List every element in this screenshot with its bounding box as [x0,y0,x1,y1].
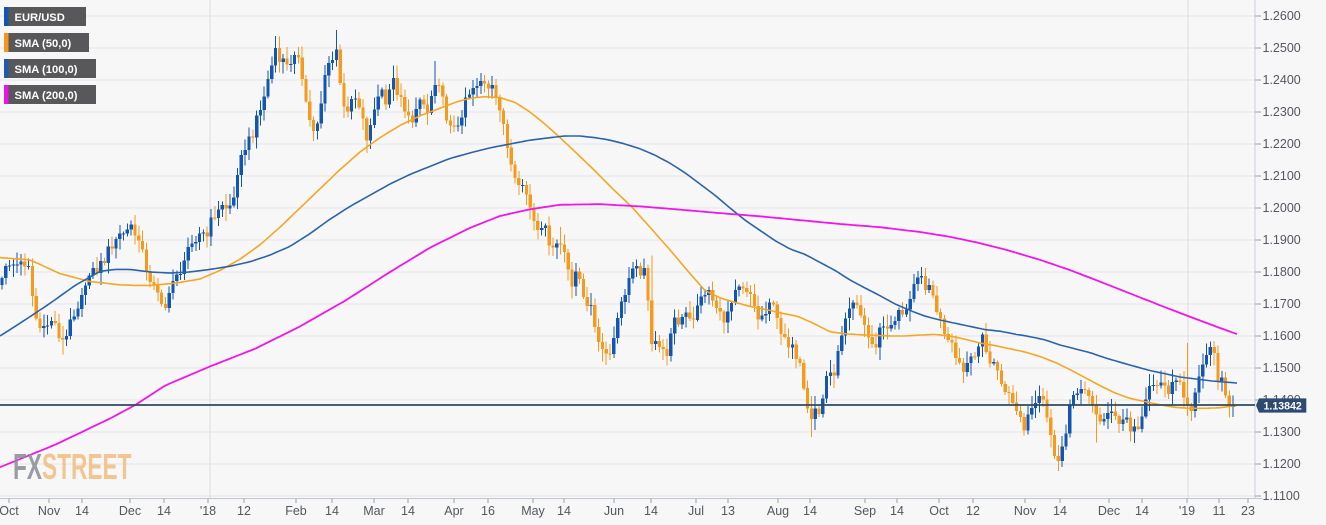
svg-text:1.2600: 1.2600 [1263,9,1301,23]
svg-text:'19: '19 [1179,504,1195,518]
svg-text:14: 14 [157,504,171,518]
svg-text:Oct: Oct [929,504,949,518]
svg-text:1.1700: 1.1700 [1263,297,1301,311]
svg-text:Dec: Dec [1098,504,1120,518]
svg-text:14: 14 [1053,504,1067,518]
svg-text:12: 12 [237,504,251,518]
svg-text:14: 14 [890,504,904,518]
svg-text:Oct: Oct [0,504,19,518]
svg-text:1.1300: 1.1300 [1263,425,1301,439]
svg-text:1.2000: 1.2000 [1263,201,1301,215]
svg-text:Dec: Dec [119,504,141,518]
svg-text:FXSTREET: FXSTREET [13,448,132,487]
svg-text:14: 14 [1135,504,1149,518]
svg-text:1.13842: 1.13842 [1264,400,1302,412]
svg-text:14: 14 [803,504,817,518]
svg-text:13: 13 [721,504,735,518]
svg-text:1.1900: 1.1900 [1263,233,1301,247]
svg-text:'18: '18 [200,504,216,518]
svg-text:May: May [521,504,545,518]
svg-text:SMA (200,0): SMA (200,0) [15,90,78,102]
svg-text:14: 14 [557,504,571,518]
svg-text:Jun: Jun [604,504,624,518]
svg-text:Feb: Feb [285,504,307,518]
svg-text:1.1600: 1.1600 [1263,329,1301,343]
svg-text:EUR/USD: EUR/USD [15,12,65,24]
svg-text:12: 12 [966,504,980,518]
svg-text:SMA (50,0): SMA (50,0) [15,38,72,50]
svg-text:1.2200: 1.2200 [1263,137,1301,151]
svg-text:Apr: Apr [444,504,463,518]
svg-text:Mar: Mar [363,504,385,518]
svg-text:14: 14 [75,504,89,518]
svg-text:14: 14 [325,504,339,518]
svg-text:Sep: Sep [854,504,876,518]
svg-text:14: 14 [644,504,658,518]
svg-text:Jul: Jul [688,504,704,518]
svg-text:11: 11 [1213,504,1226,518]
svg-text:SMA (100,0): SMA (100,0) [15,64,78,76]
svg-text:1.2300: 1.2300 [1263,105,1301,119]
svg-text:16: 16 [481,504,495,518]
svg-text:Nov: Nov [38,504,61,518]
svg-text:1.1800: 1.1800 [1263,265,1301,279]
svg-text:1.1100: 1.1100 [1263,489,1300,503]
svg-text:1.2500: 1.2500 [1263,41,1301,55]
svg-text:1.1500: 1.1500 [1263,361,1301,375]
svg-text:1.2400: 1.2400 [1263,73,1301,87]
svg-text:1.1200: 1.1200 [1263,457,1301,471]
svg-text:Aug: Aug [767,504,789,518]
svg-text:1.2100: 1.2100 [1263,169,1301,183]
svg-text:14: 14 [401,504,415,518]
svg-text:Nov: Nov [1014,504,1037,518]
svg-text:23: 23 [1241,504,1255,518]
